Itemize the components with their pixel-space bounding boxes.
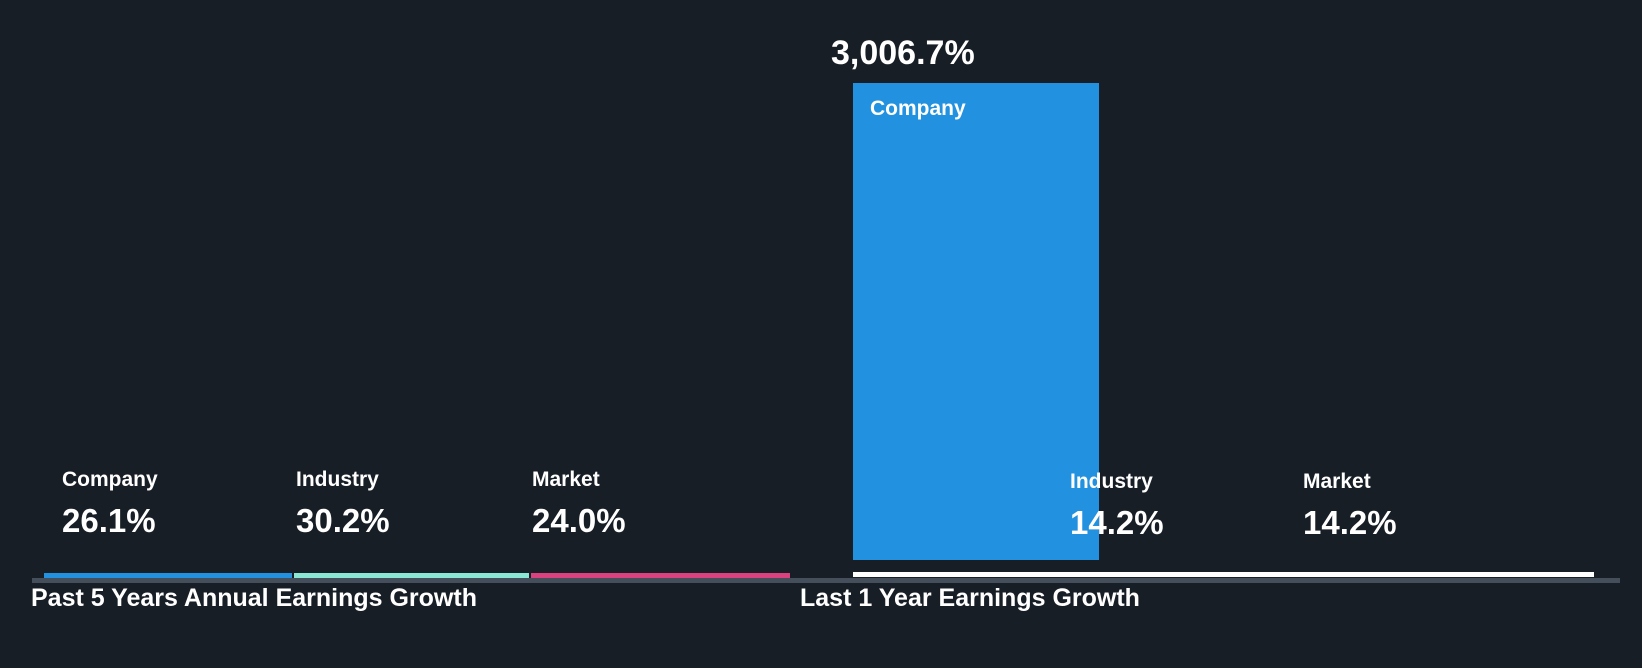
axis-baseline-right: [798, 578, 1620, 583]
bar-market-left[interactable]: [531, 573, 790, 578]
group-label: Market: [532, 468, 600, 491]
group-industry-right[interactable]: Industry 14.2%: [1070, 470, 1164, 543]
bar-label-company: Company: [870, 97, 966, 120]
axis-baseline-left: [32, 578, 805, 583]
bar-company-left[interactable]: [44, 573, 292, 578]
group-value: 26.1%: [62, 502, 156, 539]
group-label: Market: [1303, 470, 1371, 493]
plot-area-right: 3,006.7% Company Industry 14.2% Market 1…: [798, 0, 1642, 565]
group-label: Industry: [1070, 470, 1153, 493]
axis-highlight-right: [853, 572, 1594, 577]
group-market-right[interactable]: Market 14.2%: [1303, 470, 1397, 543]
chart-last-1-year: 3,006.7% Company Industry 14.2% Market 1…: [798, 0, 1642, 668]
group-label: Company: [62, 468, 158, 491]
group-value: 24.0%: [532, 502, 626, 539]
bar-value-company-right: 3,006.7%: [831, 34, 975, 72]
bar-company-right[interactable]: Company: [853, 83, 1099, 560]
group-value: 14.2%: [1070, 504, 1164, 541]
group-industry-left[interactable]: Industry 30.2%: [296, 468, 390, 541]
plot-area-left: Company 26.1% Industry 30.2% Market 24.0…: [0, 0, 806, 565]
chart-title-right: Last 1 Year Earnings Growth: [800, 584, 1140, 612]
group-label: Industry: [296, 468, 379, 491]
chart-past-5-years: Company 26.1% Industry 30.2% Market 24.0…: [0, 0, 806, 668]
group-value: 30.2%: [296, 502, 390, 539]
chart-title-left: Past 5 Years Annual Earnings Growth: [31, 584, 477, 612]
group-value: 14.2%: [1303, 504, 1397, 541]
group-company-left[interactable]: Company 26.1%: [62, 468, 158, 541]
bar-industry-left[interactable]: [294, 573, 529, 578]
group-market-left[interactable]: Market 24.0%: [532, 468, 626, 541]
